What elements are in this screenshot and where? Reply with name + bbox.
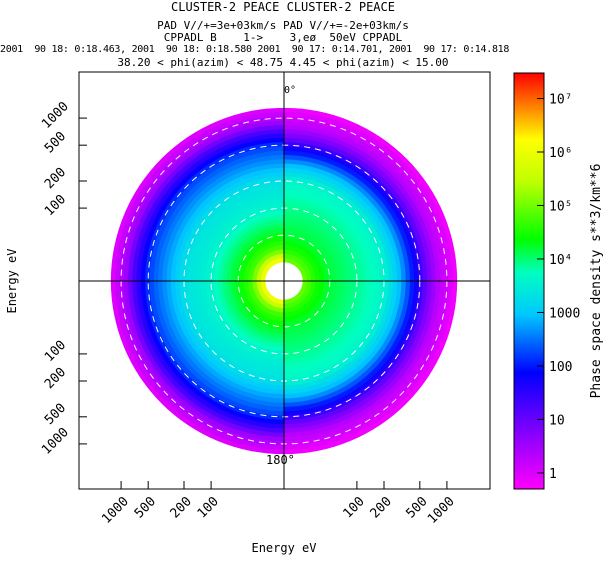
x-tick-label: 200 — [368, 494, 395, 521]
x-tick-label: 1000 — [425, 494, 458, 527]
x-tick-label: 500 — [132, 494, 159, 521]
colorbar-tick-label: 10⁷ — [549, 93, 572, 108]
y-axis-label: Energy eV — [5, 248, 19, 313]
header-line-4: 38.20 < phi(azim) < 48.75 4.45 < phi(azi… — [117, 56, 449, 69]
header-line-1: PAD V//+=3e+03km/s PAD V//+=-2e+03km/s — [157, 19, 409, 32]
colorbar-tick-label: 1 — [549, 467, 557, 482]
colorbar-tick-label: 1000 — [549, 306, 580, 321]
y-tick-label: 1000 — [39, 425, 72, 458]
y-tick-label: 500 — [42, 401, 69, 428]
colorbar-tick-label: 100 — [549, 360, 572, 375]
y-tick-label: 200 — [42, 365, 69, 392]
angle-label-bottom: 180° — [266, 453, 295, 467]
x-tick-label: 100 — [195, 494, 222, 521]
colorbar-label: Phase space density s**3/km**6 — [589, 164, 604, 399]
y-tick-label: 100 — [42, 338, 69, 365]
x-tick-label: 1000 — [99, 494, 132, 527]
x-tick-label: 200 — [168, 494, 195, 521]
header-line-2: CPPADL B 1-> 3,eø 50eV CPPADL — [163, 31, 403, 44]
x-tick-label: 100 — [341, 494, 368, 521]
colorbar — [513, 72, 545, 490]
colorbar-tick-label: 10 — [549, 413, 565, 428]
angle-label-top: 0° — [284, 85, 296, 96]
y-tick-label: 200 — [42, 165, 69, 192]
colorbar-tick-label: 10⁶ — [549, 146, 572, 161]
x-axis-label: Energy eV — [251, 541, 316, 555]
y-tick-label: 1000 — [39, 99, 72, 132]
colorbar-tick-label: 10⁴ — [549, 253, 572, 268]
y-tick-label: 100 — [42, 192, 69, 219]
y-tick-label: 500 — [42, 129, 69, 156]
chart-title: CLUSTER-2 PEACE CLUSTER-2 PEACE — [171, 0, 395, 14]
header-line-3: 2001 90 18: 0:18.463, 2001 90 18: 0:18.5… — [0, 44, 510, 55]
colorbar-tick-label: 10⁵ — [549, 199, 572, 214]
